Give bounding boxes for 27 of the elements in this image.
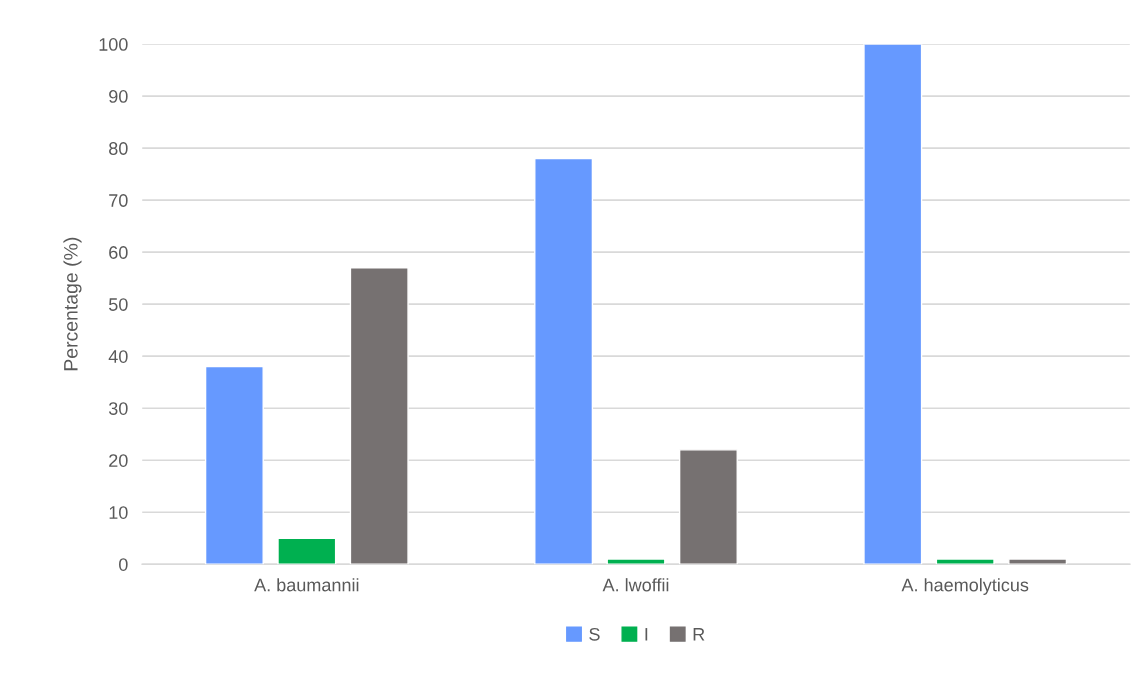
bar	[349, 267, 409, 565]
y-tick-label: 90	[109, 90, 128, 103]
y-tick-label: 50	[108, 298, 128, 311]
bar	[277, 537, 337, 565]
bar	[606, 558, 666, 565]
x-tick-label: A. baumannii	[254, 578, 359, 592]
legend-label: S	[589, 627, 600, 641]
x-tick-label: A. lwoffii	[602, 578, 669, 592]
y-tick-label: 60	[109, 246, 128, 259]
legend-label: I	[645, 628, 648, 641]
y-tick-label: 40	[108, 350, 128, 363]
bar	[678, 449, 738, 565]
legend-label: R	[693, 628, 705, 641]
bar	[935, 558, 995, 565]
y-tick-label: 10	[109, 506, 128, 519]
bar	[1008, 558, 1068, 565]
bar	[204, 365, 264, 565]
x-tick-label: A. haemolyticus	[901, 578, 1029, 595]
y-tick-label: 30	[108, 402, 128, 415]
y-tick-label: 0	[119, 558, 128, 571]
y-axis-title: Percentage (%)	[63, 237, 82, 371]
bar	[534, 157, 594, 565]
y-tick-label: 100	[99, 38, 128, 51]
bar	[863, 44, 923, 565]
y-tick-label: 80	[109, 142, 128, 155]
y-tick-label: 20	[109, 454, 128, 467]
y-tick-label: 70	[109, 194, 128, 207]
